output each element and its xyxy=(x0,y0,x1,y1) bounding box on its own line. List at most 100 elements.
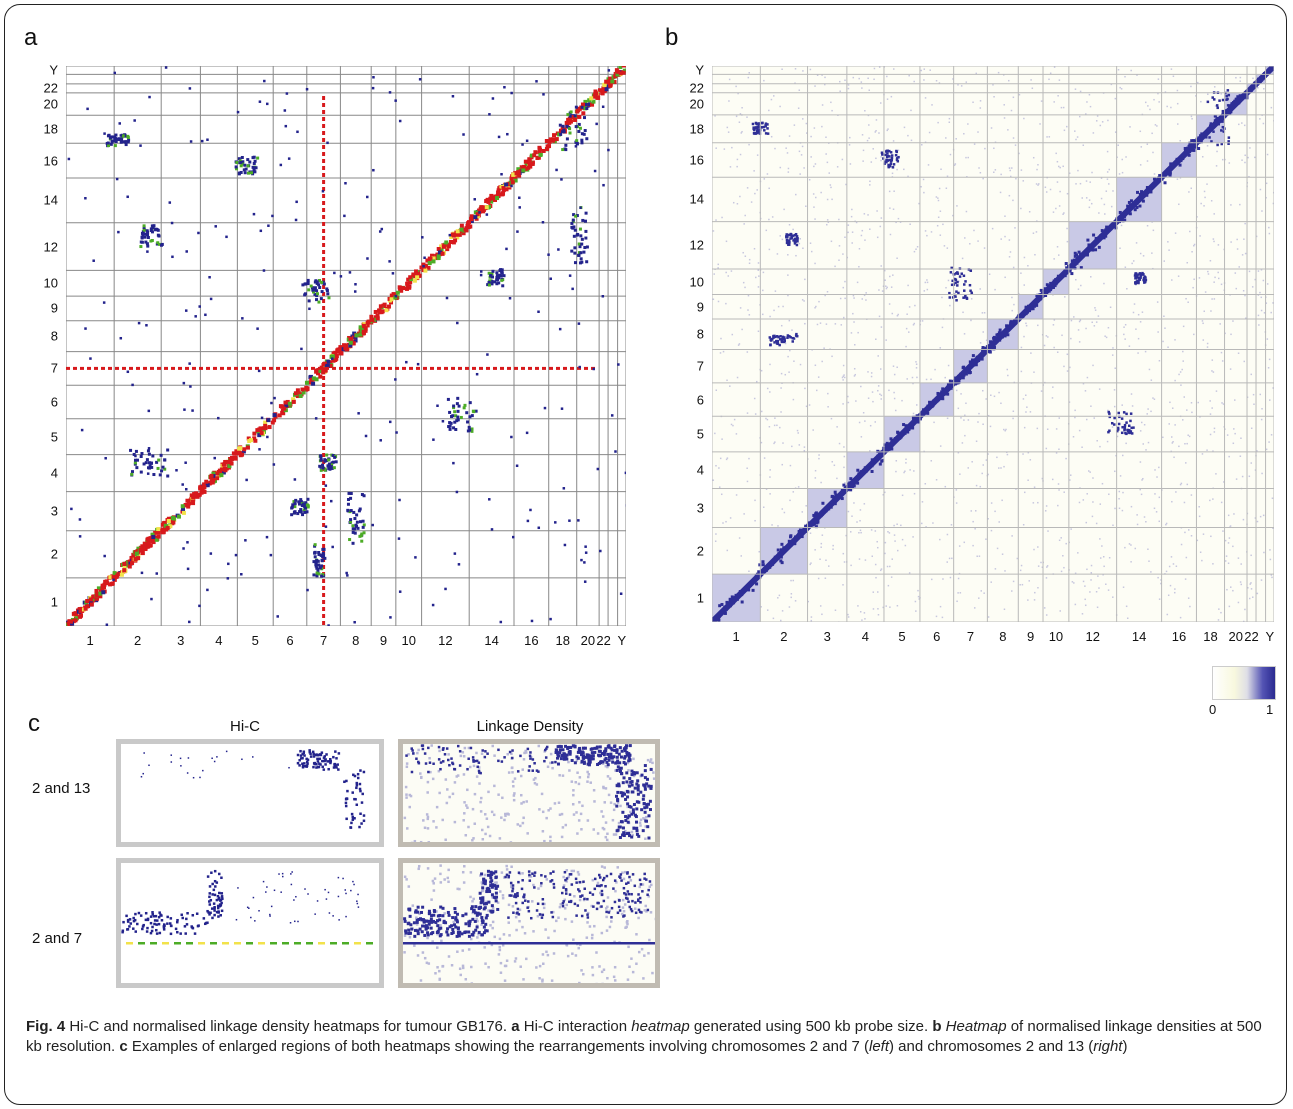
y-tick-label: 10 xyxy=(43,275,58,291)
inset-ld-2-7 xyxy=(398,858,660,988)
y-tick-label: 16 xyxy=(689,152,704,168)
caption-c: c xyxy=(119,1038,128,1055)
x-tick-label: 1 xyxy=(86,633,94,648)
x-tick-label: 2 xyxy=(134,633,142,648)
x-tick-label: 16 xyxy=(1171,629,1187,644)
caption-text-1: Hi-C and normalised linkage density heat… xyxy=(65,1018,512,1035)
inset-hic-2-7 xyxy=(116,858,384,988)
x-tick-label: 6 xyxy=(933,629,941,644)
x-tick-label: 4 xyxy=(215,633,223,648)
caption-a: a xyxy=(511,1018,520,1035)
inset-hic-2-13-plot xyxy=(140,749,366,829)
y-tick-label: 7 xyxy=(50,360,58,376)
y-tick-label: 12 xyxy=(43,239,58,255)
y-tick-label: 12 xyxy=(689,237,704,253)
x-tick-label: Y xyxy=(1265,629,1275,644)
hic-heatmap-a xyxy=(66,66,626,626)
y-tick-label: 8 xyxy=(50,328,58,344)
inset-row-label-2-7: 2 and 7 xyxy=(32,930,83,947)
y-tick-label: 3 xyxy=(696,500,704,516)
caption-right: right xyxy=(1093,1038,1123,1055)
y-tick-label: 4 xyxy=(50,465,58,481)
y-tick-label: 9 xyxy=(696,299,704,315)
x-tick-label: 3 xyxy=(823,629,831,644)
x-tick-label: 7 xyxy=(966,629,975,644)
y-tick-label: 14 xyxy=(689,191,704,207)
caption-left: left xyxy=(868,1038,889,1055)
caption-fig-label: Fig. 4 xyxy=(26,1018,66,1035)
y-tick-label: 6 xyxy=(50,394,58,410)
y-tick-label: 10 xyxy=(689,274,704,290)
inset-ld-2-13 xyxy=(398,739,660,847)
caption-text-5: Examples of enlarged regions of both hea… xyxy=(127,1038,869,1055)
inset-hic-2-13 xyxy=(116,739,384,847)
x-tick-label: 5 xyxy=(251,633,259,648)
x-tick-label: 10 xyxy=(401,633,416,648)
y-tick-label: 4 xyxy=(696,462,704,478)
y-tick-label: 2 xyxy=(696,543,704,559)
colorbar-min-label: 0 xyxy=(1209,702,1217,717)
linkage-density-heatmap-b xyxy=(712,66,1274,622)
y-tick-label: 18 xyxy=(43,121,58,137)
x-tick-label: 9 xyxy=(379,633,388,648)
x-tick-label: 1 xyxy=(732,629,740,644)
y-tick-label: 14 xyxy=(43,192,58,208)
inset-hic-2-7-plot xyxy=(121,869,373,945)
caption-b: b xyxy=(932,1018,942,1035)
caption-text-6: ) and chromosomes 2 and 13 ( xyxy=(889,1038,1094,1055)
x-tick-label: 14 xyxy=(1131,629,1147,644)
x-tick-label: 8 xyxy=(352,633,360,648)
x-tick-label: 20 xyxy=(1228,629,1244,644)
x-tick-label: 6 xyxy=(286,633,294,648)
inset-title-linkage-density: Linkage Density xyxy=(476,718,584,735)
x-tick-label: 18 xyxy=(1203,629,1218,644)
y-tick-label: 1 xyxy=(696,590,704,606)
caption-text-2: Hi-C interaction xyxy=(519,1018,632,1035)
y-tick-label: 8 xyxy=(696,326,704,342)
x-tick-label: 22 xyxy=(1244,629,1259,644)
y-tick-label: 20 xyxy=(43,96,58,112)
x-tick-label: 5 xyxy=(898,629,906,644)
hic-contact-dots xyxy=(66,66,626,626)
inset-row-label-2-13: 2 and 13 xyxy=(32,780,91,797)
caption-heatmap-2: Heatmap xyxy=(945,1018,1007,1035)
y-tick-label: 20 xyxy=(689,96,704,112)
panel-letter-a: a xyxy=(24,24,38,51)
x-tick-label: 22 xyxy=(596,633,611,648)
y-tick-label: 2 xyxy=(50,546,58,562)
inset-title-hic: Hi-C xyxy=(230,718,260,735)
caption-text-4: of normalised linkage densities at 500 k… xyxy=(26,1018,1262,1055)
x-tick-label: 12 xyxy=(1085,629,1100,644)
y-tick-label: 7 xyxy=(696,358,704,374)
y-tick-label: Y xyxy=(695,62,704,78)
x-tick-label: 14 xyxy=(484,633,499,648)
figure-caption: Fig. 4 Hi-C and normalised linkage densi… xyxy=(26,1017,1276,1057)
figure-frame xyxy=(4,4,1287,1105)
x-tick-label: 20 xyxy=(580,633,596,648)
x-tick-label: 7 xyxy=(319,633,328,648)
x-tick-label: 16 xyxy=(524,633,539,648)
y-tick-label: 9 xyxy=(50,300,58,316)
x-tick-label: 18 xyxy=(555,633,570,648)
x-tick-label: 10 xyxy=(1048,629,1064,644)
caption-text-3: generated using 500 kb probe size. xyxy=(689,1018,933,1035)
y-tick-label: 16 xyxy=(43,153,58,169)
x-tick-label: 12 xyxy=(438,633,453,648)
panel-letter-b: b xyxy=(665,24,679,51)
inset-ld-2-13-plot xyxy=(403,744,655,842)
inset-ld-2-7-plot xyxy=(403,863,655,983)
caption-heatmap-1: heatmap xyxy=(631,1018,690,1035)
y-tick-label: 1 xyxy=(50,594,58,610)
panel-letter-c: c xyxy=(28,710,40,737)
x-tick-label: 9 xyxy=(1027,629,1035,644)
x-tick-label: 4 xyxy=(861,629,870,644)
caption-text-7: ) xyxy=(1122,1038,1128,1055)
colorbar xyxy=(1212,666,1276,700)
x-tick-label: 8 xyxy=(999,629,1007,644)
y-tick-label: 6 xyxy=(696,392,704,408)
colorbar-max-label: 1 xyxy=(1266,702,1274,717)
x-tick-label: 2 xyxy=(780,629,788,644)
linkage-density-marks xyxy=(712,66,1274,622)
y-tick-label: 5 xyxy=(696,426,704,442)
y-tick-label: 18 xyxy=(689,121,704,137)
